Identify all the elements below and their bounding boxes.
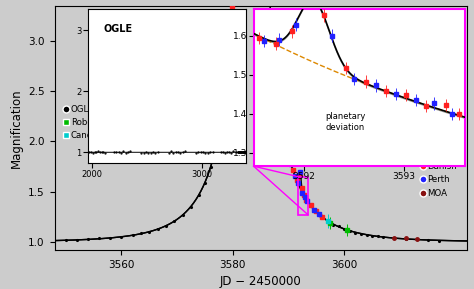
Bar: [298, 177, 308, 215]
Text: OGLE: OGLE: [103, 24, 133, 34]
X-axis label: JD − 2450000: JD − 2450000: [220, 275, 301, 288]
Text: planetary
deviation: planetary deviation: [325, 112, 365, 132]
Y-axis label: Magnification: Magnification: [9, 88, 23, 168]
Legend: Danish, Perth, MOA: Danish, Perth, MOA: [419, 160, 458, 199]
